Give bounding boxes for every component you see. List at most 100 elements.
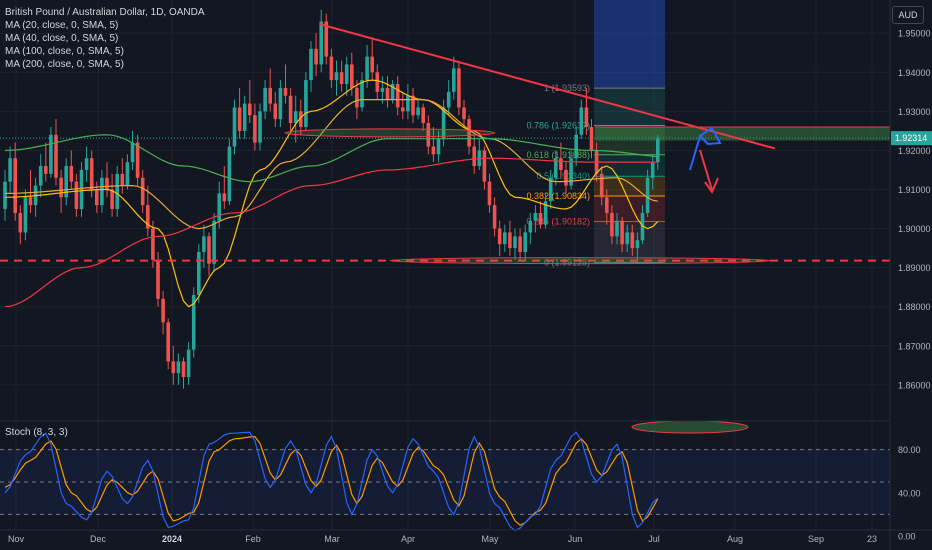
- candle-body: [523, 232, 527, 252]
- time-tick-label: Jun: [568, 534, 583, 544]
- candle-body: [268, 87, 272, 104]
- candle-body: [207, 236, 211, 264]
- candle-body: [370, 56, 374, 73]
- candle-body: [630, 232, 635, 249]
- price-tick-label: 1.89000: [898, 263, 931, 273]
- candle-body: [431, 146, 436, 155]
- candle-body: [237, 107, 242, 131]
- ma200-label: MA (200, close, 0, SMA, 5): [5, 59, 124, 70]
- candle-body: [635, 240, 640, 249]
- candle-body: [625, 232, 629, 245]
- fib-zone: [594, 125, 665, 155]
- candle-body: [299, 111, 303, 127]
- time-tick-label: Feb: [245, 534, 261, 544]
- candle-body: [273, 103, 278, 120]
- candle-body: [69, 166, 74, 182]
- candle-body: [395, 84, 400, 108]
- candle-body: [421, 107, 425, 124]
- candle-body: [74, 181, 79, 210]
- price-tick-label: 1.92000: [898, 146, 931, 156]
- stoch-label: Stoch (8, 3, 3): [5, 427, 68, 438]
- price-tick-label: 1.94000: [898, 68, 931, 78]
- candle-body: [186, 349, 191, 378]
- candle-body: [54, 134, 58, 178]
- candle-body: [59, 177, 63, 198]
- candle-body: [100, 177, 104, 206]
- chart-legend: British Pound / Australian Dollar, 1D, O…: [5, 6, 205, 71]
- candle-body: [543, 201, 548, 225]
- stoch-tick-label: 80.00: [898, 445, 921, 455]
- candle-body: [640, 212, 645, 241]
- grid: [0, 0, 890, 530]
- fib-label: 0.786 (1.92637): [526, 121, 590, 131]
- fib-label: 1 (1.93593): [544, 83, 590, 93]
- candle-body: [28, 197, 33, 206]
- fib-label: 0 (1.89128): [544, 258, 590, 268]
- candle-body: [436, 138, 441, 155]
- time-tick-label: Apr: [401, 534, 415, 544]
- up-arrow-head: [698, 126, 722, 146]
- candle-body: [288, 95, 293, 124]
- candle-body: [135, 142, 140, 178]
- candle-body: [406, 95, 410, 112]
- candle-body: [344, 64, 349, 84]
- candle-body: [151, 228, 155, 260]
- candle-body: [513, 236, 517, 249]
- candle-body: [304, 80, 308, 127]
- currency-button[interactable]: AUD: [892, 6, 924, 24]
- candle-body: [457, 68, 461, 108]
- time-tick-label: 2024: [162, 534, 182, 544]
- candle-body: [610, 212, 614, 237]
- candle-body: [487, 181, 492, 206]
- stoch-tick-label: 0.00: [898, 532, 916, 542]
- candle-body: [334, 72, 339, 81]
- time-tick-label: Mar: [324, 534, 340, 544]
- candle-body: [232, 107, 237, 147]
- candle-body: [38, 166, 43, 186]
- resistance-ellipse: [284, 128, 496, 138]
- candle-body: [360, 80, 364, 108]
- candle-body: [380, 87, 385, 92]
- down-arrow-head: [704, 177, 719, 195]
- candle-body: [263, 87, 267, 112]
- time-tick-label: 23: [867, 534, 877, 544]
- downtrend-line: [319, 23, 776, 150]
- ma40-label: MA (40, close, 0, SMA, 5): [5, 33, 119, 44]
- candle-body: [319, 21, 323, 65]
- annotations[interactable]: 1.92314: [0, 23, 932, 265]
- price-tick-label: 1.86000: [898, 380, 931, 390]
- price-tick-label: 1.95000: [898, 29, 931, 39]
- candle-body: [110, 189, 114, 210]
- candle-body: [589, 126, 594, 151]
- candle-body: [120, 173, 125, 186]
- candle-body: [401, 107, 405, 112]
- candle-body: [492, 205, 497, 229]
- candle-body: [518, 236, 522, 252]
- candle-body: [13, 158, 17, 213]
- candle-body: [385, 87, 390, 100]
- candle-body: [140, 177, 145, 206]
- candle-body: [84, 158, 89, 170]
- candle-body: [579, 107, 584, 135]
- ma100-label: MA (100, close, 0, SMA, 5): [5, 46, 124, 57]
- ma20-label: MA (20, close, 0, SMA, 5): [5, 20, 119, 31]
- candle-body: [202, 236, 206, 252]
- candle-body: [161, 298, 165, 323]
- price-tick-label: 1.87000: [898, 341, 931, 351]
- candle-body: [615, 220, 619, 237]
- candle-body: [350, 64, 354, 88]
- candle-body: [18, 212, 23, 233]
- candle-body: [645, 177, 650, 213]
- candle-body: [548, 177, 553, 202]
- candle-body: [166, 322, 170, 362]
- candle-body: [95, 189, 99, 206]
- candle-body: [130, 142, 135, 163]
- candle-body: [538, 212, 543, 225]
- candle-body: [89, 158, 94, 190]
- time-tick-label: Aug: [727, 534, 743, 544]
- candle-body: [426, 123, 431, 147]
- candle-body: [411, 95, 415, 116]
- candle-body: [3, 181, 7, 210]
